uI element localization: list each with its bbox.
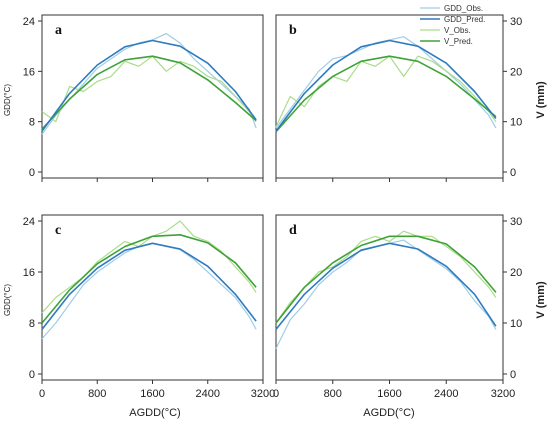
legend-label: V_Pred. [444,37,473,46]
series-gdd-obs [275,239,497,349]
x-tick-label: 800 [88,388,106,400]
x-tick-label: 2400 [196,388,220,400]
y-right-tick-label: 30 [510,16,522,28]
series-gdd-pred [41,242,257,330]
legend-label: V_Obs. [444,26,471,35]
x-axis-label-left: AGDD(°C) [129,407,180,419]
legend-label: GDD_Obs. [444,4,483,13]
y-right-tick-label: 20 [510,267,522,279]
series-gdd-pred [275,39,497,132]
y-right-tick-label: 10 [510,318,522,330]
y-right-tick-label: 10 [510,117,522,129]
panel-b: 0 10 20 30 b [275,14,522,182]
series-v-obs [275,230,497,324]
y-left-tick-label: 8 [29,318,35,330]
y-left-tick-label: 16 [23,66,35,78]
panel-a: 0 8 16 24 a [23,14,264,182]
y-left-tick-label: 8 [29,117,35,129]
y-axis-label-left-bottom: GDD(°C) [3,284,12,316]
series-v-pred [275,55,497,133]
x-tick-label: 3200 [251,388,275,400]
series-gdd-pred [275,242,497,330]
y-right-tick-label: 30 [510,216,522,228]
series-gdd-pred [41,39,257,132]
y-left-tick-label: 0 [29,167,35,179]
y-right-tick-label: 20 [510,66,522,78]
y-right-tick-label: 0 [510,369,516,381]
panel-label: c [55,223,61,238]
series-gdd-obs [275,36,497,129]
x-tick-label: 1600 [140,388,164,400]
x-tick-label: 2400 [434,388,458,400]
x-tick-label: 1600 [377,388,401,400]
y-left-tick-label: 0 [29,369,35,381]
x-tick-label: 800 [324,388,342,400]
y-right-tick-label: 0 [510,167,516,179]
panel-c: 0 800 1600 2400 3200 0 8 16 24 c [23,214,275,400]
y-axis-label-right-top: V (mm) [535,81,547,119]
x-axis-label-right: AGDD(°C) [363,407,414,419]
panel-label: a [55,23,62,38]
panel-label: d [289,223,297,238]
x-tick-label: 0 [39,388,45,400]
x-tick-label: 0 [273,388,279,400]
legend-label: GDD_Pred. [444,15,485,24]
series-v-obs [41,220,257,314]
panel-label: b [289,23,297,38]
x-tick-label: 3200 [491,388,515,400]
y-left-tick-label: 16 [23,267,35,279]
y-axis-label-right-bottom: V (mm) [535,281,547,319]
panel-d: 0 800 1600 2400 3200 0 10 20 30 d [273,214,522,400]
panel-frame [275,214,504,381]
series-v-pred [41,234,257,324]
series-v-pred [41,55,257,130]
legend: GDD_Obs. GDD_Pred. V_Obs. V_Pred. [420,4,485,46]
y-left-tick-label: 24 [23,216,35,228]
panel-frame [41,214,264,381]
series-v-obs [275,55,497,127]
y-axis-label-left-top: GDD(°C) [3,84,12,116]
series-v-pred [275,235,497,324]
y-left-tick-label: 24 [23,16,35,28]
